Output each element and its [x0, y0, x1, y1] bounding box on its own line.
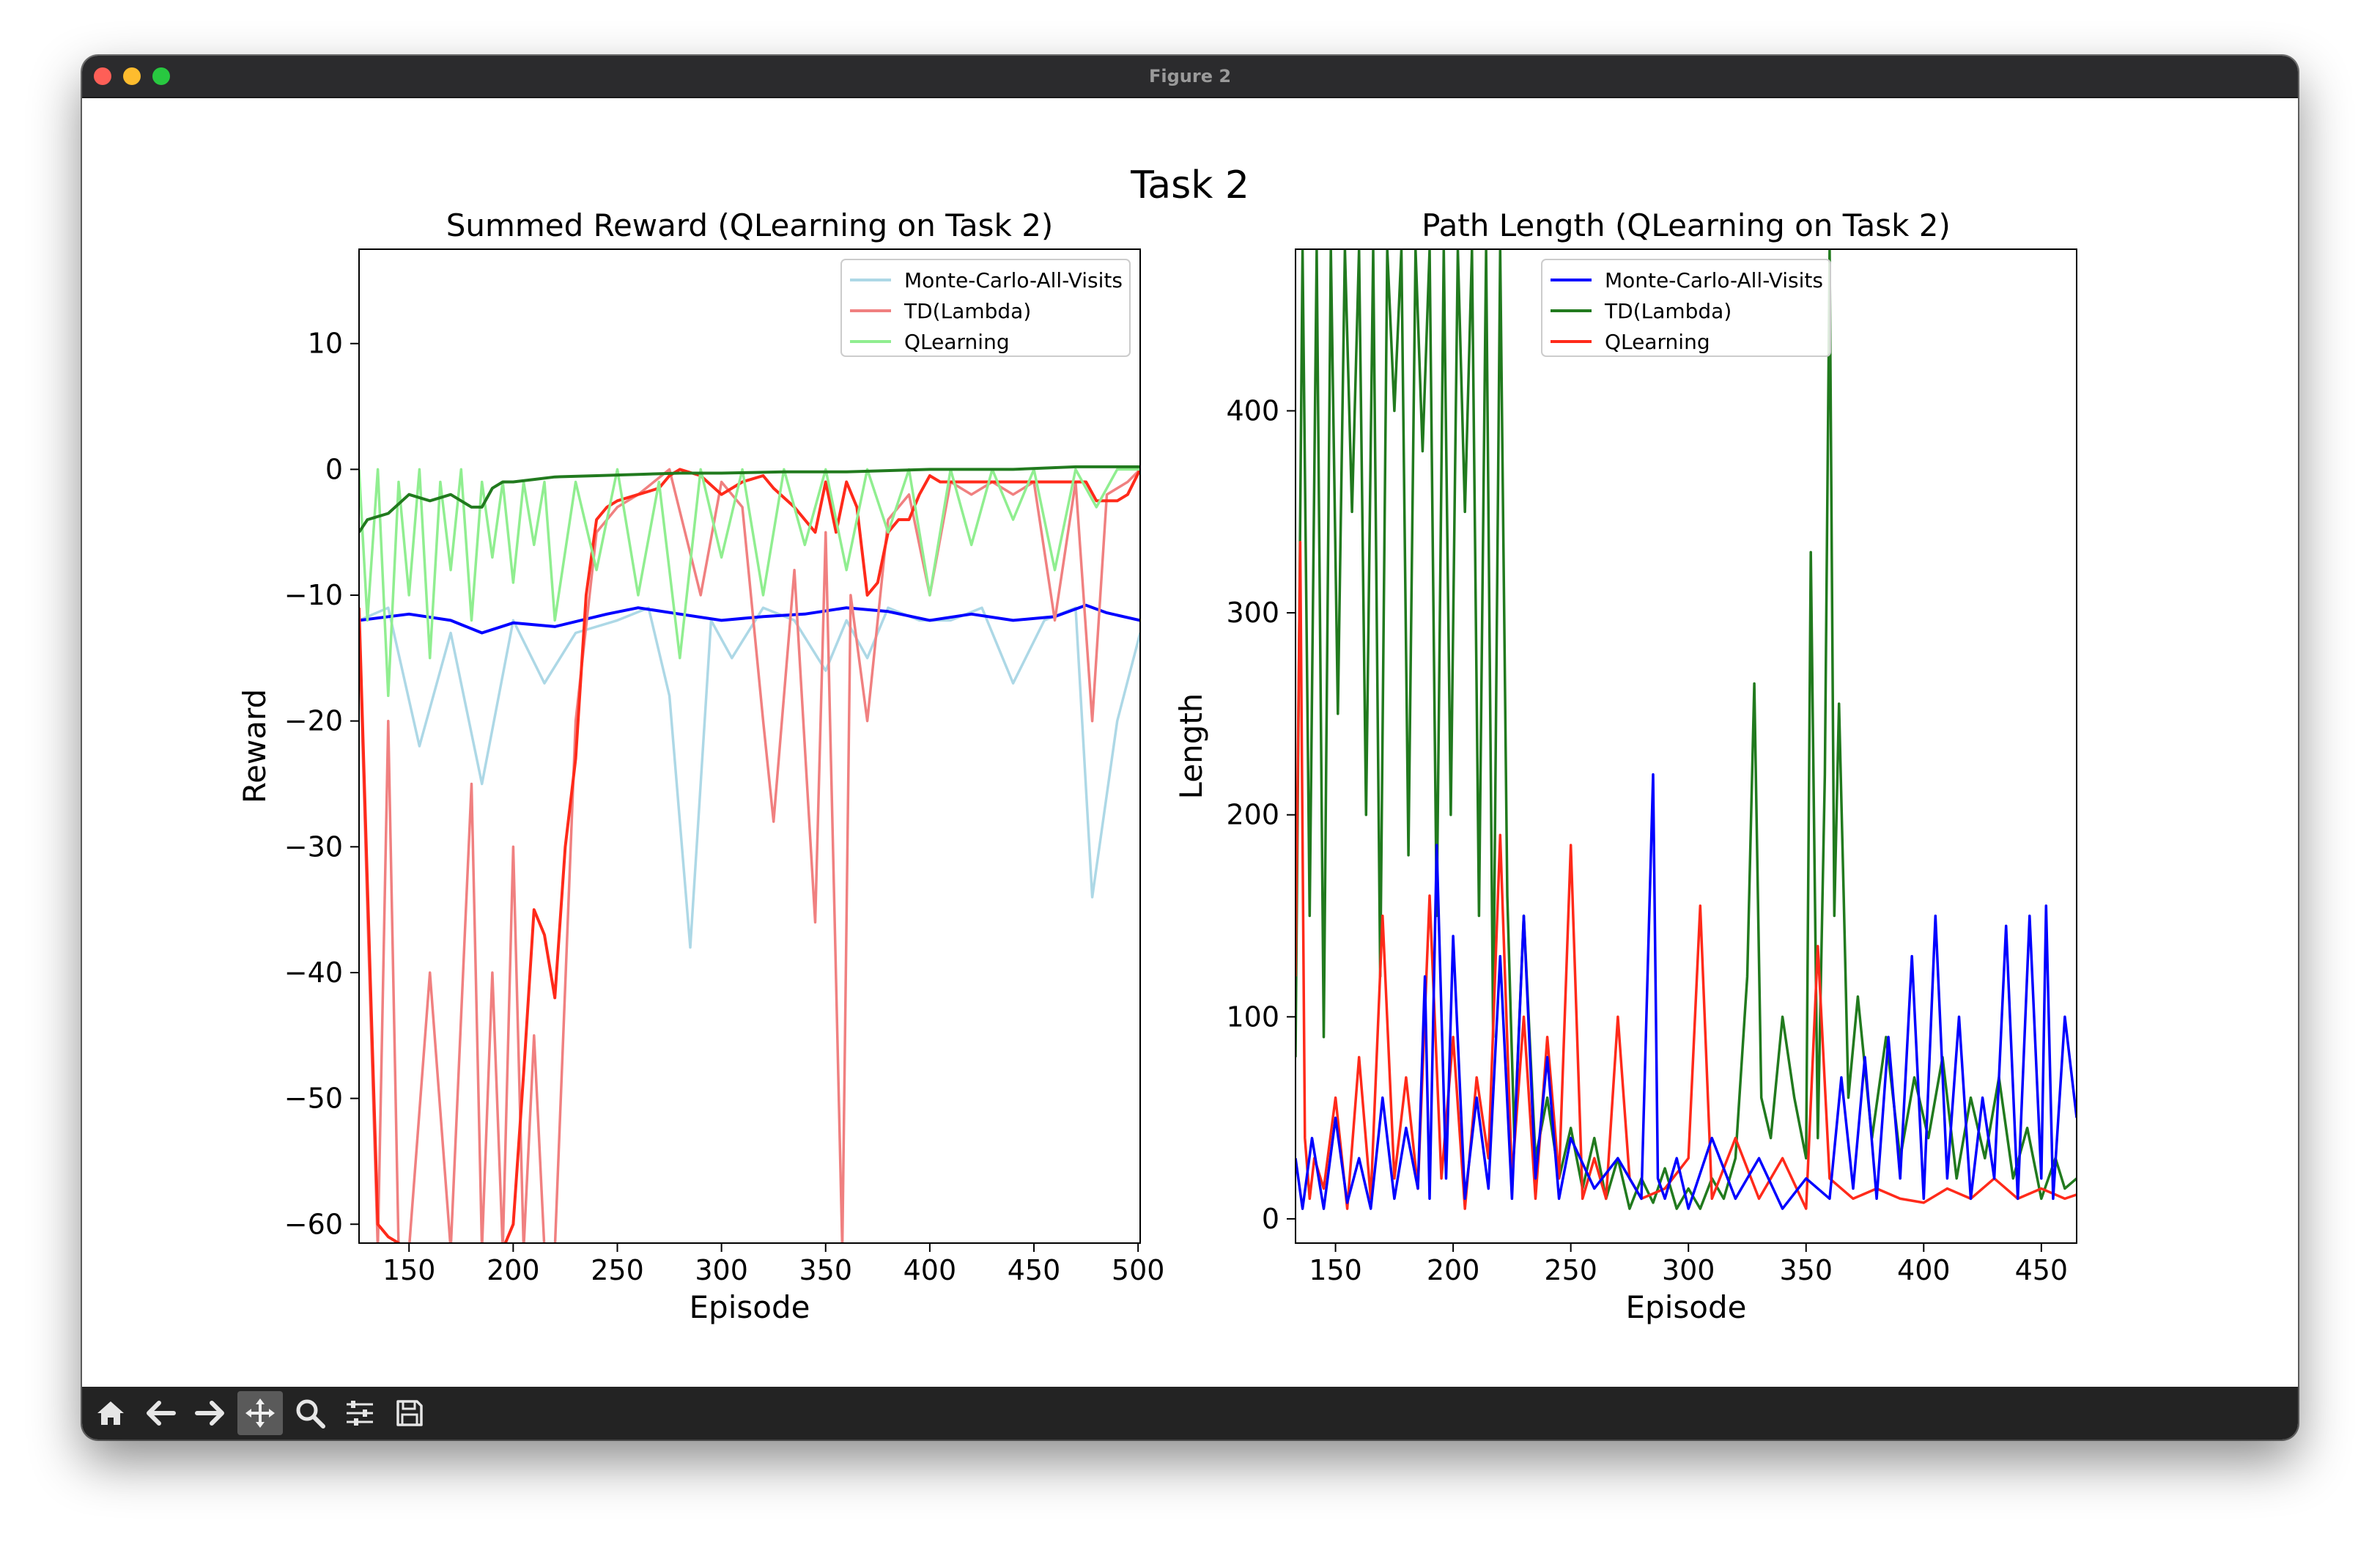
x-tick-label: 450: [2015, 1254, 2069, 1286]
legend-label: Monte-Carlo-All-Visits: [904, 268, 1123, 292]
pan-button[interactable]: [237, 1391, 283, 1435]
series-line-qlearning: [359, 468, 1140, 698]
y-tick-label: −40: [284, 957, 343, 989]
y-tick-label: 200: [1226, 799, 1279, 831]
close-button[interactable]: [94, 67, 111, 85]
x-tick-label: 300: [1662, 1254, 1715, 1286]
save-button[interactable]: [387, 1391, 432, 1435]
legend-label: TD(Lambda): [903, 299, 1031, 323]
y-tick-label: 300: [1226, 597, 1279, 629]
series-line-monte-carlo-all-visits: [1296, 773, 2077, 1210]
x-tick-label: 500: [1112, 1254, 1165, 1286]
x-tick-label: 400: [1897, 1254, 1951, 1286]
maximize-button[interactable]: [152, 67, 170, 85]
y-tick-label: 400: [1226, 394, 1279, 427]
pan-icon: [245, 1398, 275, 1428]
y-axis-label: Length: [1173, 693, 1209, 800]
y-tick-label: 0: [325, 453, 343, 485]
series-group: [359, 465, 1140, 1243]
x-tick-label: 450: [1008, 1254, 1061, 1286]
series-line-td-lambda: [359, 468, 1140, 1243]
home-icon: [97, 1401, 124, 1425]
x-tick-label: 200: [1427, 1254, 1480, 1286]
x-tick-label: 350: [799, 1254, 852, 1286]
back-icon: [147, 1401, 176, 1426]
zoom-button[interactable]: [287, 1391, 333, 1435]
figure-window: Figure 2 Task 2 Summed Reward (QLearning…: [82, 56, 2298, 1440]
reward-plot[interactable]: Summed Reward (QLearning on Task 2) 150 20…: [237, 207, 1164, 1325]
title-bar[interactable]: Figure 2: [82, 56, 2298, 98]
x-tick-label: 350: [1779, 1254, 1833, 1286]
save-icon: [396, 1400, 423, 1426]
back-button[interactable]: [138, 1391, 183, 1435]
x-axis-label: Episode: [1626, 1289, 1747, 1325]
zoom-icon: [296, 1399, 325, 1429]
figure-canvas[interactable]: Task 2 Summed Reward (QLearning on Task …: [82, 97, 2298, 1387]
length-plot[interactable]: Path Length (QLearning on Task 2) 150 200 2…: [1173, 207, 2077, 1325]
forward-icon: [195, 1401, 224, 1426]
series-line-qlearning: [1296, 540, 2077, 1210]
x-tick-label: 150: [382, 1254, 436, 1286]
y-tick-label: −60: [284, 1208, 343, 1240]
legend-label: QLearning: [904, 330, 1010, 354]
axes-frame: [1295, 248, 2077, 1244]
series-line-td-lambda: [1296, 249, 2077, 1210]
window-title: Figure 2: [1148, 66, 1232, 86]
x-tick-label: 200: [487, 1254, 540, 1286]
series-line-qlearning-smoothed: [359, 465, 1140, 534]
x-axis-label: Episode: [690, 1289, 810, 1325]
legend-box: [840, 259, 1131, 357]
series-group: [1296, 249, 2077, 1210]
y-tick-label: 10: [308, 328, 343, 360]
legend-label: TD(Lambda): [1604, 299, 1732, 323]
y-axis-label: Reward: [237, 689, 273, 803]
y-tick-label: −30: [284, 830, 343, 863]
configure-subplots-icon: [347, 1401, 373, 1426]
y-tick-label: −50: [284, 1083, 343, 1115]
legend: Monte-Carlo-All-Visits TD(Lambda) QLearnin…: [840, 259, 1131, 357]
legend: Monte-Carlo-All-Visits TD(Lambda) QLearnin…: [1541, 259, 1831, 357]
home-button[interactable]: [88, 1391, 133, 1435]
plot-title: Summed Reward (QLearning on Task 2): [446, 207, 1054, 243]
series-line-monte-carlo-all-visits: [359, 606, 1140, 949]
forward-button[interactable]: [188, 1391, 233, 1435]
minimize-button[interactable]: [123, 67, 141, 85]
y-tick-label: 100: [1226, 1000, 1279, 1033]
axes-frame: [358, 248, 1141, 1244]
x-tick-label: 150: [1309, 1254, 1362, 1286]
series-line-monte-carlo-all-visits-smoothed: [359, 603, 1140, 635]
legend-box: [1541, 259, 1831, 357]
x-tick-label: 250: [1544, 1254, 1597, 1286]
x-tick-label: 400: [903, 1254, 957, 1286]
legend-label: Monte-Carlo-All-Visits: [1605, 268, 1823, 292]
navigation-toolbar: [82, 1387, 2298, 1440]
plot-title: Path Length (QLearning on Task 2): [1422, 207, 1951, 243]
legend-label: QLearning: [1605, 330, 1710, 354]
figure-suptitle: Task 2: [1130, 163, 1249, 207]
x-tick-label: 250: [591, 1254, 644, 1286]
configure-subplots-button[interactable]: [337, 1391, 382, 1435]
y-tick-label: −20: [284, 705, 343, 737]
y-tick-label: −10: [284, 579, 343, 611]
x-tick-label: 300: [695, 1254, 748, 1286]
y-tick-label: 0: [1262, 1203, 1279, 1235]
